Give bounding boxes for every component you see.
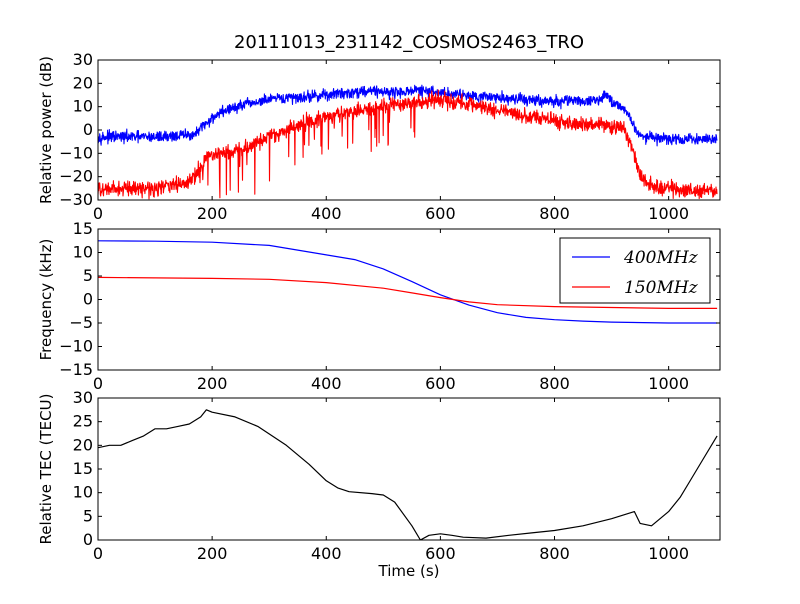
series-line-1: [98, 409, 718, 540]
y-tick-label: 20: [73, 73, 93, 92]
plot-frame: [97, 397, 721, 541]
y-tick-label: 10: [73, 97, 93, 116]
y-tick-label: −30: [59, 190, 93, 209]
x-tick-label: 800: [539, 204, 570, 223]
y-tick-label: 0: [83, 530, 93, 549]
x-tick-label: 400: [311, 544, 342, 563]
legend-label: 400MHz: [623, 248, 699, 268]
y-tick-label: −5: [69, 313, 93, 332]
legend-box: [559, 237, 711, 304]
x-tick-label: 200: [197, 204, 228, 223]
y-axis-label: Frequency (kHz): [37, 239, 55, 361]
series-line-2: [98, 276, 718, 309]
x-tick-label: 1000: [648, 544, 689, 563]
y-axis-label: Relative TEC (TECU): [37, 394, 55, 545]
y-tick-label: −20: [59, 167, 93, 186]
y-tick-label: 0: [83, 120, 93, 139]
x-tick-label: 0: [93, 374, 103, 393]
x-tick-label: 0: [93, 204, 103, 223]
series-line-2: [98, 89, 718, 200]
y-tick-label: −15: [59, 360, 93, 379]
y-tick-label: 0: [83, 290, 93, 309]
y-tick-label: 20: [73, 435, 93, 454]
series-line-1: [98, 84, 718, 147]
x-tick-label: 400: [311, 204, 342, 223]
y-tick-label: −10: [59, 143, 93, 162]
legend: 400MHz 150MHz: [559, 237, 711, 304]
y-tick-label: 5: [83, 266, 93, 285]
x-tick-label: 200: [197, 374, 228, 393]
x-tick-label: 600: [425, 374, 456, 393]
y-tick-label: 15: [73, 219, 93, 238]
y-axis-label: Relative power (dB): [37, 56, 55, 204]
y-tick-label: 5: [83, 506, 93, 525]
figure-title: 20111013_231142_COSMOS2463_TRO: [234, 32, 584, 53]
y-tick-label: 15: [73, 459, 93, 478]
x-tick-label: 1000: [648, 374, 689, 393]
y-tick-label: 25: [73, 412, 93, 431]
legend-label: 150MHz: [624, 278, 699, 298]
panel-1: 0 200 400 600 800 1000 −30 −20 −10 0 10 20 30 Relativ…: [37, 50, 721, 223]
series-line-1: [98, 240, 718, 324]
x-tick-label: 800: [539, 544, 570, 563]
panel-2: 0 200 400 600 800 1000 −15 −10 −5 0 5 10 15 Frequency…: [37, 219, 721, 393]
x-axis-label: Time (s): [378, 562, 440, 580]
panels: 0 200 400 600 800 1000−30−20−100102030Relativ…: [37, 50, 721, 563]
y-tick-label: 30: [73, 50, 93, 69]
x-tick-label: 1000: [648, 204, 689, 223]
y-tick-label: 10: [73, 243, 93, 262]
y-tick-label: 10: [73, 483, 93, 502]
x-tick-label: 0: [93, 544, 103, 563]
y-tick-label: −10: [59, 337, 93, 356]
x-tick-label: 600: [425, 204, 456, 223]
y-tick-label: 30: [73, 388, 93, 407]
x-tick-label: 200: [197, 544, 228, 563]
x-tick-label: 600: [425, 544, 456, 563]
x-tick-label: 400: [311, 374, 342, 393]
x-tick-label: 800: [539, 374, 570, 393]
